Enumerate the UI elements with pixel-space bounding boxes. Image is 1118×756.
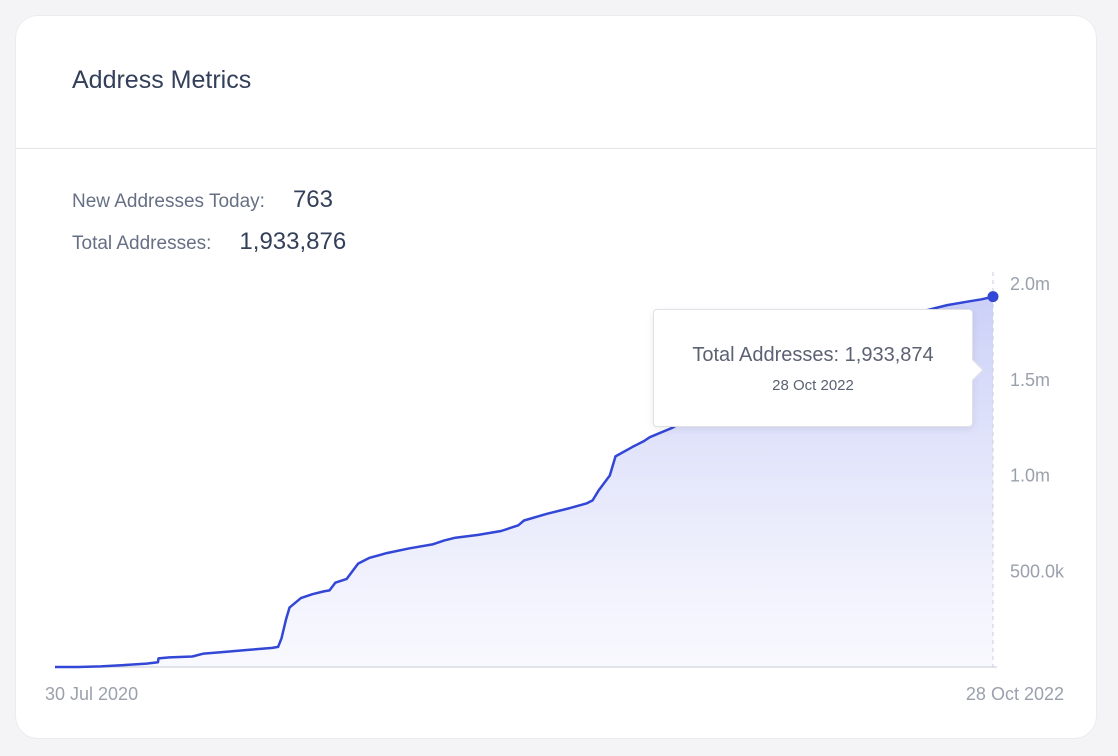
new-addresses-value: 763 (292, 186, 333, 213)
x-tick-label: 28 Oct 2022 (966, 684, 1064, 704)
y-tick-label: 500.0k (1010, 561, 1065, 581)
x-tick-label: 30 Jul 2020 (45, 684, 138, 704)
chart-tooltip: Total Addresses: 1,933,874 28 Oct 2022 (653, 309, 984, 427)
y-tick-label: 1.5m (1010, 370, 1050, 390)
highlight-point[interactable] (987, 291, 999, 303)
new-addresses-label: New Addresses Today: (72, 191, 265, 212)
address-metrics-card: Address Metrics New Addresses Today: 763… (16, 16, 1096, 738)
total-addresses-stat: Total Addresses: 1,933,876 (72, 228, 346, 256)
tooltip-date: 28 Oct 2022 (772, 377, 854, 394)
total-addresses-label: Total Addresses: (72, 233, 212, 254)
y-tick-label: 1.0m (1010, 466, 1050, 486)
new-addresses-stat: New Addresses Today: 763 (72, 186, 333, 214)
card-header: Address Metrics (16, 16, 1096, 149)
tooltip-value: Total Addresses: 1,933,874 (692, 344, 934, 366)
total-addresses-value: 1,933,876 (239, 228, 347, 255)
y-tick-label: 2.0m (1010, 274, 1050, 294)
card-title: Address Metrics (72, 66, 252, 94)
